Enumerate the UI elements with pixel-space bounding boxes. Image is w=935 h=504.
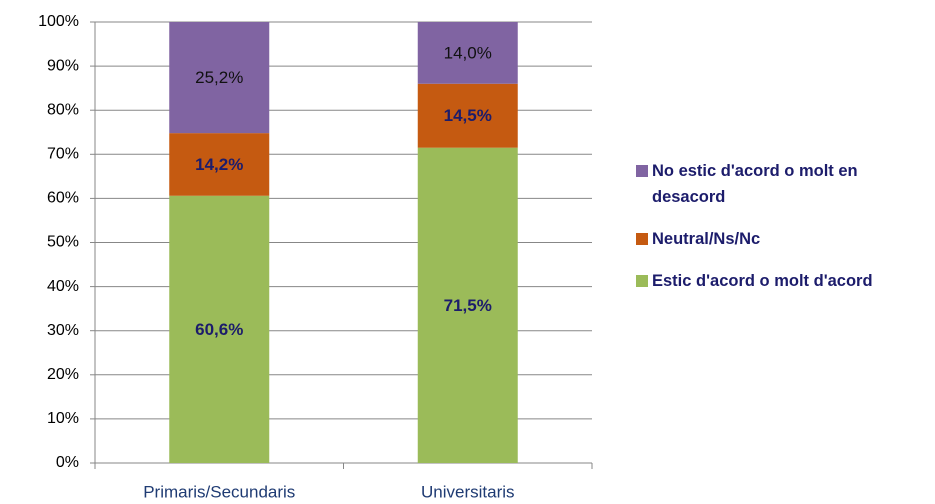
- y-tick-label: 90%: [47, 57, 79, 74]
- legend-item: No estic d'acord o molt en desacord: [636, 158, 926, 210]
- bar-segment: [169, 195, 270, 463]
- legend-label: No estic d'acord o molt en desacord: [652, 162, 858, 206]
- legend-swatch: [636, 233, 648, 245]
- data-label: 14,2%: [195, 155, 243, 174]
- legend-swatch: [636, 165, 648, 177]
- legend-swatch: [636, 275, 648, 287]
- data-label: 60,6%: [195, 320, 243, 339]
- legend-item: Estic d'acord o molt d'acord: [636, 268, 926, 294]
- x-tick-label: Primaris/Secundaris: [143, 482, 295, 501]
- data-label: 14,5%: [444, 106, 492, 125]
- y-tick-label: 80%: [47, 101, 79, 118]
- data-label: 14,0%: [444, 43, 492, 62]
- bar-segment: [417, 22, 518, 84]
- x-tick-label: Universitaris: [421, 482, 515, 501]
- legend-label: Estic d'acord o molt d'acord: [652, 272, 873, 290]
- y-tick-label: 20%: [47, 366, 79, 383]
- legend: No estic d'acord o molt en desacord Neutr…: [636, 158, 926, 310]
- y-tick-label: 30%: [47, 322, 79, 339]
- legend-item: Neutral/Ns/Nc: [636, 226, 926, 252]
- bar-segment: [417, 147, 518, 463]
- data-label: 71,5%: [444, 296, 492, 315]
- y-tick-label: 10%: [47, 410, 79, 427]
- bar-segment: [417, 83, 518, 148]
- bar-segment: [169, 133, 270, 196]
- legend-label: Neutral/Ns/Nc: [652, 230, 761, 248]
- y-tick-label: 60%: [47, 190, 79, 207]
- data-label: 25,2%: [195, 68, 243, 87]
- y-tick-label: 70%: [47, 146, 79, 163]
- y-tick-label: 40%: [47, 278, 79, 295]
- bar-segment: [169, 22, 270, 134]
- y-tick-label: 0%: [56, 454, 79, 471]
- y-tick-label: 100%: [38, 13, 79, 30]
- y-tick-label: 50%: [47, 234, 79, 251]
